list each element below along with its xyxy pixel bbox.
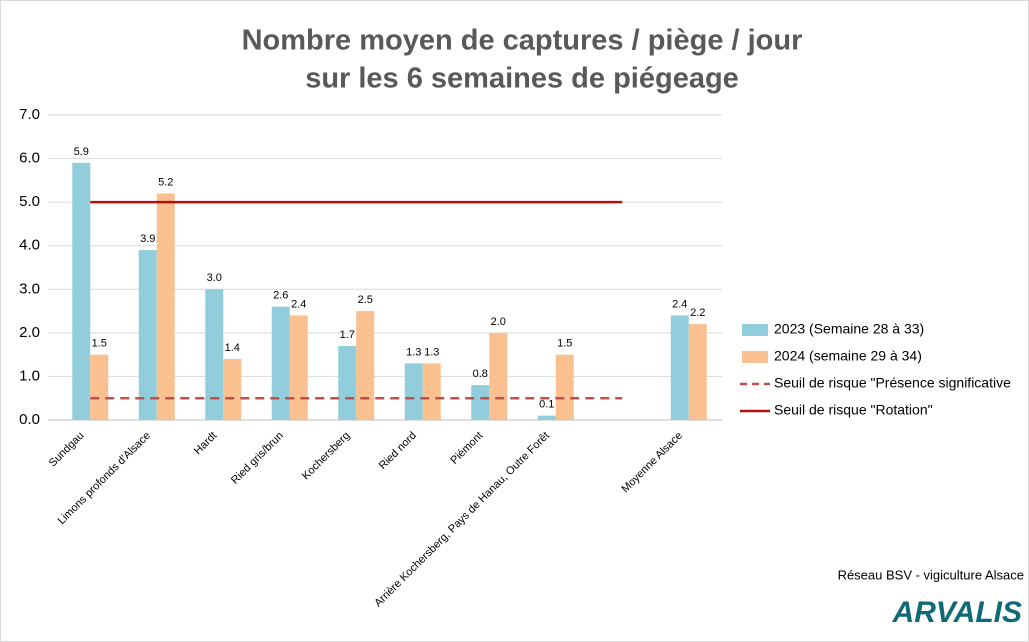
- legend-label: Seuil de risque "Présence significative: [774, 375, 1011, 391]
- bar: [156, 193, 175, 420]
- data-label: 5.9: [74, 146, 89, 158]
- legend-label: 2024 (semaine 29 à 34): [774, 348, 922, 364]
- bar: [223, 359, 242, 420]
- bar: [404, 363, 423, 420]
- data-label: 2.6: [273, 290, 288, 302]
- bar: [90, 354, 109, 420]
- bar: [289, 315, 308, 420]
- legend-swatch: [742, 324, 768, 336]
- data-label: 1.3: [424, 346, 439, 358]
- data-label: 3.9: [140, 233, 155, 245]
- data-label: 1.7: [340, 329, 355, 341]
- logo: ARVALIS: [892, 596, 1022, 629]
- bar: [138, 250, 157, 420]
- bar: [72, 162, 91, 420]
- legend-swatch: [742, 351, 768, 363]
- y-tick-label: 5.0: [19, 193, 40, 210]
- bar: [670, 315, 689, 420]
- data-label: 0.1: [539, 399, 554, 411]
- bar: [688, 324, 707, 420]
- bar: [271, 306, 290, 420]
- bar: [422, 363, 441, 420]
- bar: [356, 311, 375, 420]
- bar: [489, 332, 508, 420]
- data-label: 1.5: [92, 338, 107, 350]
- data-label: 0.8: [473, 368, 488, 380]
- y-tick-label: 2.0: [19, 324, 40, 341]
- legend-label: 2023 (Semaine 28 à 33): [774, 321, 924, 337]
- bar: [555, 354, 574, 420]
- bar: [205, 289, 224, 420]
- legend-label: Seuil de risque "Rotation": [774, 402, 933, 418]
- data-label: 2.5: [358, 294, 373, 306]
- chart-title: sur les 6 semaines de piégeage: [305, 63, 739, 95]
- y-tick-label: 6.0: [19, 150, 40, 167]
- y-tick-label: 7.0: [19, 106, 40, 123]
- y-tick-label: 0.0: [19, 411, 40, 428]
- bar: [338, 345, 357, 420]
- chart-title: Nombre moyen de captures / piège / jour: [242, 25, 803, 57]
- bar: [471, 385, 490, 420]
- data-label: 2.4: [672, 298, 687, 310]
- source: Réseau BSV - vigiculture Alsace: [838, 567, 1024, 582]
- data-label: 1.5: [557, 338, 572, 350]
- data-label: 2.2: [690, 307, 705, 319]
- data-label: 1.3: [406, 346, 421, 358]
- y-tick-label: 4.0: [19, 237, 40, 254]
- data-label: 1.4: [225, 342, 240, 354]
- bar: [537, 415, 556, 420]
- data-label: 3.0: [207, 272, 222, 284]
- y-tick-label: 3.0: [19, 280, 40, 297]
- data-label: 2.0: [491, 316, 506, 328]
- data-label: 5.2: [158, 176, 173, 188]
- data-label: 2.4: [291, 298, 306, 310]
- y-tick-label: 1.0: [19, 367, 40, 384]
